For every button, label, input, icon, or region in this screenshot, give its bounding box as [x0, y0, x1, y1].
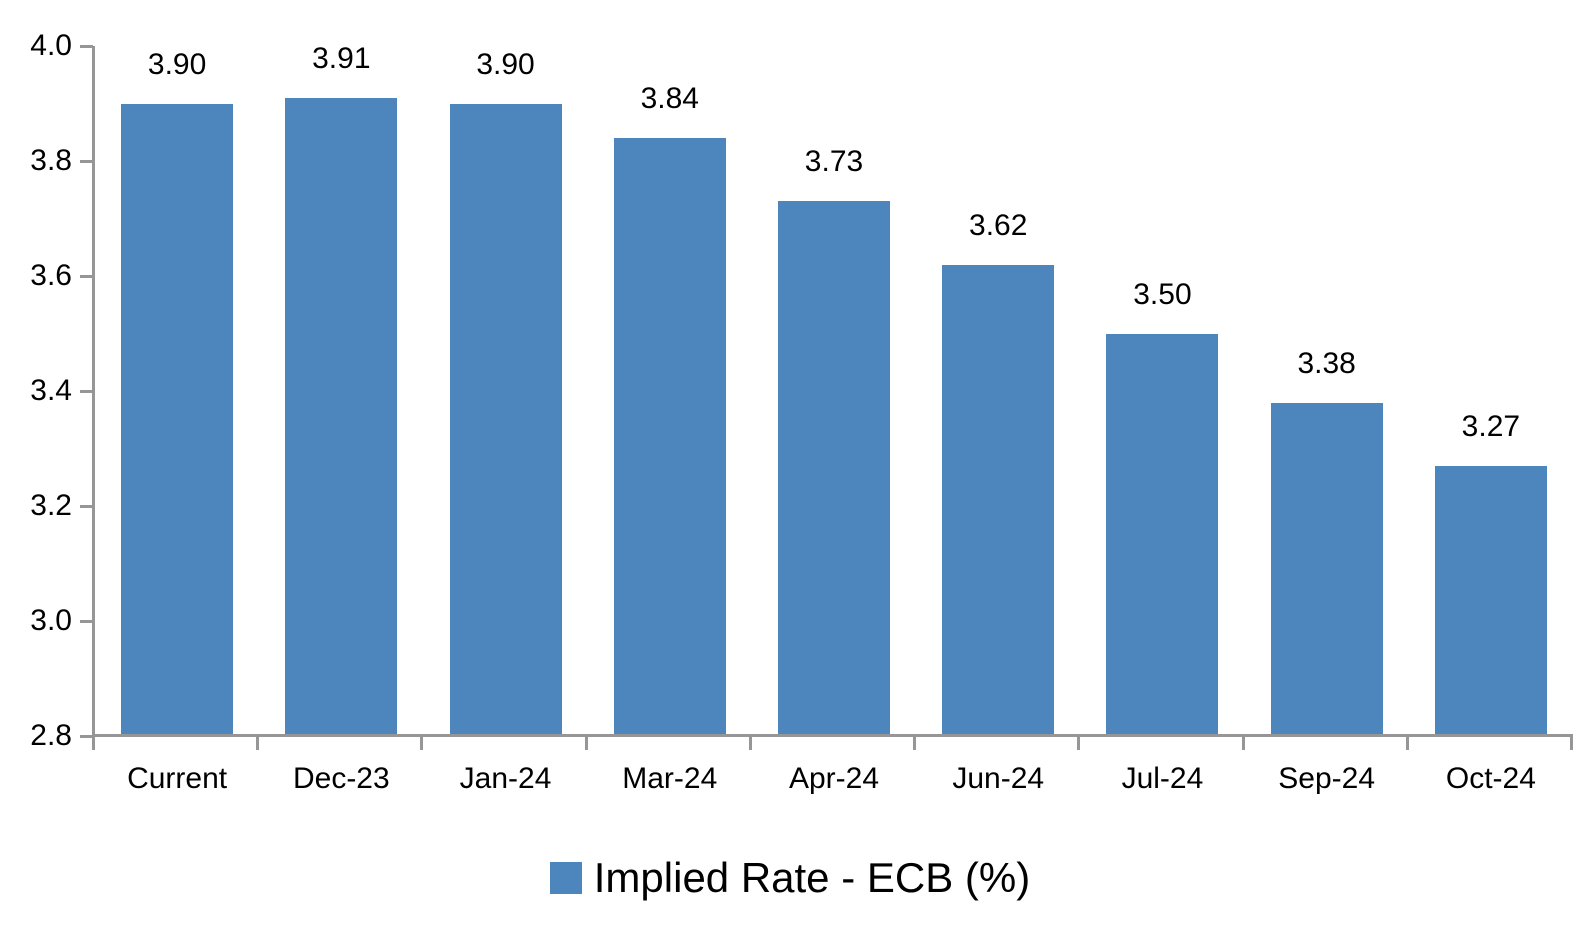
- bar-value-label: 3.38: [1297, 346, 1356, 380]
- bar: [1106, 333, 1219, 736]
- legend-swatch-icon: [549, 862, 582, 894]
- bar-value-label: 3.73: [804, 145, 864, 179]
- y-tick-mark: [80, 390, 93, 393]
- x-tick-mark: [256, 737, 260, 750]
- bar-value-label: 3.50: [1133, 277, 1192, 311]
- x-tick-mark: [1570, 737, 1573, 750]
- x-tick-mark: [584, 737, 588, 750]
- y-tick-label: 2.8: [30, 719, 72, 752]
- y-tick-label: 3.8: [30, 144, 72, 177]
- bar: [613, 138, 726, 736]
- x-tick-mark: [420, 737, 424, 750]
- bar: [942, 264, 1055, 736]
- x-tick-mark: [1241, 737, 1245, 750]
- y-tick-label: 3.0: [30, 604, 72, 637]
- category-label: Oct-24: [1445, 762, 1536, 795]
- x-tick-mark: [748, 737, 752, 750]
- bar: [1434, 465, 1547, 736]
- bar-value-label: 3.90: [147, 47, 207, 81]
- y-tick-mark: [80, 735, 93, 738]
- legend-label: Implied Rate - ECB (%): [593, 854, 1031, 901]
- y-tick-label: 3.4: [30, 374, 72, 407]
- category-label: Jun-24: [952, 762, 1045, 795]
- bar-value-label: 3.90: [476, 47, 535, 81]
- bar: [285, 97, 398, 736]
- bar-value-label: 3.84: [640, 82, 699, 115]
- y-tick-mark: [80, 45, 93, 48]
- bar-value-label: 3.27: [1461, 409, 1521, 443]
- y-tick-label: 3.6: [30, 259, 72, 292]
- bar: [1270, 402, 1383, 736]
- x-tick-mark: [1405, 737, 1409, 750]
- category-label: Dec-23: [292, 762, 390, 795]
- y-tick-mark: [80, 505, 93, 508]
- y-tick-mark: [80, 160, 93, 163]
- bar: [778, 201, 890, 736]
- category-label: Apr-24: [788, 762, 880, 795]
- y-tick-mark: [80, 275, 93, 278]
- y-tick-mark: [80, 620, 93, 623]
- bar-value-label: 3.91: [312, 41, 371, 75]
- y-axis-line: [92, 46, 95, 749]
- category-label: Current: [127, 762, 228, 795]
- bar-value-label: 3.62: [969, 208, 1028, 242]
- category-label: Jul-24: [1121, 762, 1204, 795]
- category-label: Jan-24: [459, 762, 552, 795]
- x-tick-mark: [913, 737, 917, 750]
- y-tick-label: 3.2: [30, 489, 72, 522]
- category-label: Mar-24: [622, 762, 718, 795]
- bar: [449, 103, 562, 736]
- x-tick-mark: [1077, 737, 1081, 750]
- legend: Implied Rate - ECB (%): [0, 845, 1580, 911]
- bar: [121, 103, 234, 736]
- category-label: Sep-24: [1278, 762, 1376, 795]
- y-tick-label: 4.0: [30, 29, 72, 62]
- x-axis-line: [92, 734, 1573, 737]
